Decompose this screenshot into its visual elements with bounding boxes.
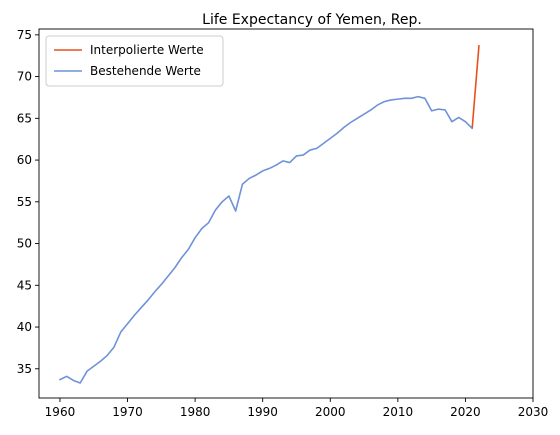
x-tick-label: 1990 — [247, 405, 278, 419]
legend-box — [45, 35, 224, 87]
legend-label-1: Bestehende Werte — [90, 64, 201, 78]
y-tick-label: 70 — [17, 70, 32, 84]
y-tick-label: 35 — [17, 362, 32, 376]
legend: Interpolierte Werte Bestehende Werte — [45, 35, 224, 87]
x-tick-label: 1970 — [112, 405, 143, 419]
y-tick-label: 50 — [17, 237, 32, 251]
series-line-1 — [59, 95, 473, 384]
x-tick-label: 2020 — [450, 405, 481, 419]
y-tick-label: 45 — [17, 278, 32, 292]
series-line-0 — [471, 44, 480, 130]
y-tick-label: 40 — [17, 320, 32, 334]
x-tick-label: 2000 — [315, 405, 346, 419]
x-tick-label: 1980 — [180, 405, 211, 419]
y-tick-label: 60 — [17, 153, 32, 167]
x-tick-label: 2030 — [518, 405, 549, 419]
series-layer — [59, 44, 480, 384]
x-tick-label: 2010 — [383, 405, 414, 419]
legend-label-0: Interpolierte Werte — [90, 43, 204, 57]
chart-title: Life Expectancy of Yemen, Rep. — [202, 12, 422, 28]
axes: 1960 1970 1980 1990 2000 2010 2020 2030 35 40 45 50… — [17, 28, 549, 419]
y-tick-label: 75 — [17, 28, 32, 42]
y-tick-label: 65 — [17, 111, 32, 125]
x-tick-label: 1960 — [45, 405, 76, 419]
plot-frame — [38, 28, 534, 399]
y-tick-label: 55 — [17, 195, 32, 209]
